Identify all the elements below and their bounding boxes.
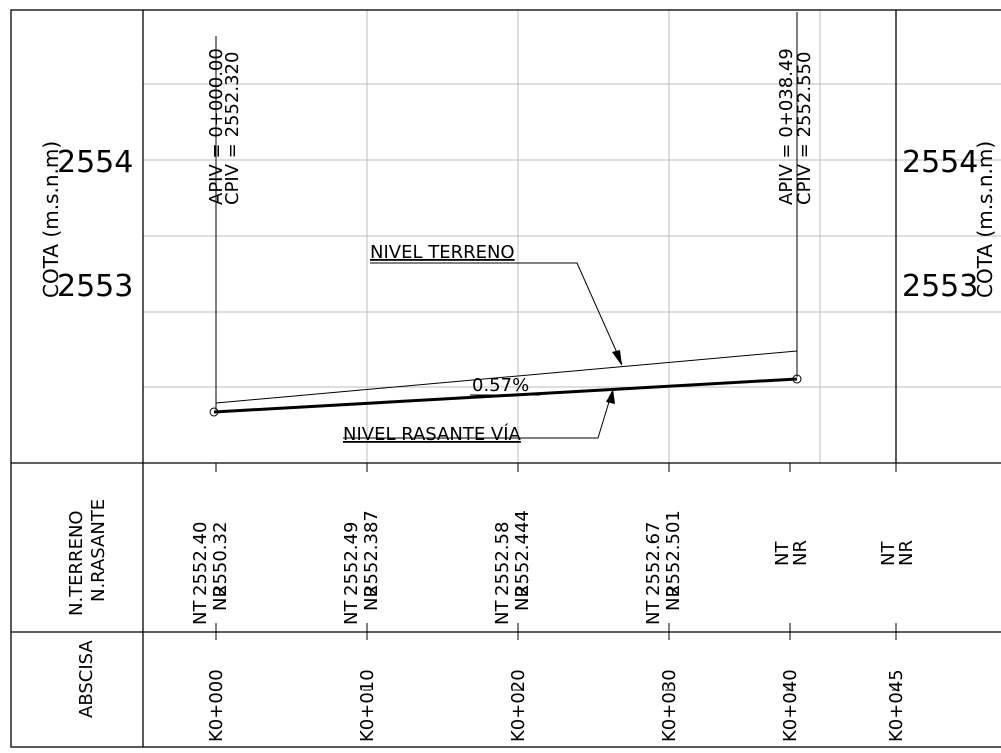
nt-value: 2552.49: [341, 522, 362, 596]
abscisa-value: K0+020: [508, 669, 529, 742]
nt-label: NT: [643, 600, 664, 625]
nr-label: NR: [790, 540, 811, 566]
outer-border: [10, 9, 1001, 748]
nr-value: 2550.32: [210, 522, 231, 596]
level-station-ticks: [215, 463, 897, 632]
piv-start: APIV = 0+000.00 CPIV = 2552.320: [206, 36, 243, 417]
terrain-leader-arrow: [612, 350, 622, 366]
nt-value: 2552.40: [190, 522, 211, 596]
grade-leader-arrow: [606, 389, 615, 404]
nr-value: 2552.387: [361, 510, 382, 596]
abscisa-value: K0+010: [357, 669, 378, 742]
elevation-tick-2554-right: 2554: [902, 145, 978, 180]
abscisa-value: K0+040: [780, 669, 801, 742]
abscisa-value: K0+000: [206, 669, 227, 742]
abscisa-title: ABSCISA: [76, 640, 97, 718]
levels-title-rasante: N.RASANTE: [88, 499, 109, 602]
terrain-leader: [370, 262, 623, 365]
elevation-tick-2553-right: 2553: [902, 269, 978, 304]
levels-title-terreno: N.TERRENO: [66, 510, 87, 616]
abscisa-value: K0+045: [886, 669, 907, 742]
elevation-tick-2554-left: 2554: [57, 145, 133, 180]
nr-label: NR: [663, 585, 684, 611]
nr-label: NR: [896, 540, 917, 566]
nt-label: NT: [492, 600, 513, 625]
nt-label: NT: [772, 541, 793, 566]
drawing-frame: [10, 9, 1001, 748]
nt-label: NT: [190, 600, 211, 625]
nt-value: 2552.58: [492, 522, 513, 596]
elevation-tick-2553-left: 2553: [57, 269, 133, 304]
abscisa-station-values: K0+000 K0+010 K0+020 K0+030 K0+040 K0+045: [206, 669, 907, 742]
abscisa-band: ABSCISA K0+000 K0+010 K0+020 K0+030 K0+040 K0…: [76, 632, 907, 742]
piv-apiv-label: APIV = 0+038.49: [776, 48, 797, 205]
nt-label: NT: [878, 541, 899, 566]
piv-cpiv-label: CPIV = 2552.320: [222, 52, 243, 205]
axis-title-right: COTA (m.s.n.m): [973, 141, 997, 298]
terrain-line: [215, 350, 798, 404]
grade-profile: 0.57% NIVEL RASANTE VÍA: [213, 375, 798, 445]
nr-value: 2552.501: [663, 510, 684, 596]
elevation-grid: [143, 83, 1001, 388]
nr-label: NR: [210, 585, 231, 611]
terrain-profile: NIVEL TERRENO: [215, 242, 798, 404]
elevation-axis: COTA (m.s.n.m) COTA (m.s.n.m) 2554 2553 …: [39, 141, 997, 304]
grade-label: NIVEL RASANTE VÍA: [343, 423, 522, 445]
abscisa-station-ticks: [212, 632, 900, 691]
terrain-label: NIVEL TERRENO: [370, 242, 515, 263]
nr-label: NR: [512, 585, 533, 611]
piv-end: APIV = 0+038.49 CPIV = 2552.550: [776, 12, 815, 384]
piv-apiv-label: APIV = 0+000.00: [206, 48, 227, 205]
nr-label: NR: [361, 585, 382, 611]
grade-leader: [343, 391, 613, 439]
nt-value: 2552.67: [643, 522, 664, 596]
abscisa-value: K0+030: [659, 669, 680, 742]
nt-label: NT: [341, 600, 362, 625]
axis-title-left: COTA (m.s.n.m): [39, 141, 63, 298]
piv-cpiv-label: CPIV = 2552.550: [794, 52, 815, 205]
nr-value: 2552.444: [512, 510, 533, 596]
grade-slope-label: 0.57%: [472, 375, 529, 396]
